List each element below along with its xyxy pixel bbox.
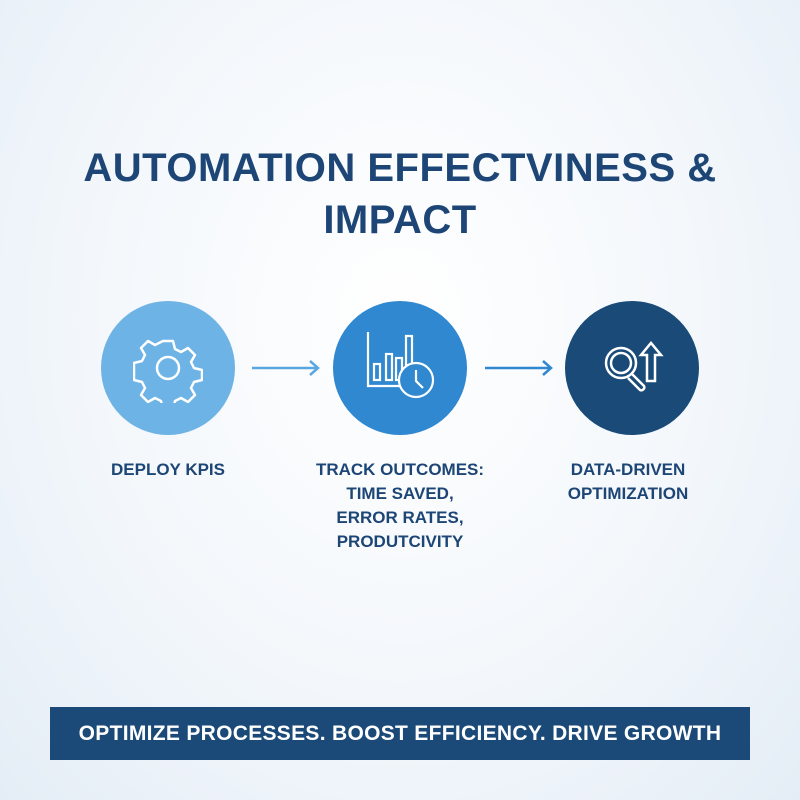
step-2-label-line: PRODUTCIVITY xyxy=(336,532,464,551)
page-title: AUTOMATION EFFECTVINESS & IMPACT xyxy=(0,142,800,246)
chart-clock-icon xyxy=(366,332,435,399)
step-3-label: DATA-DRIVEN OPTIMIZATION xyxy=(518,458,738,506)
magnifier-arrow-up-icon xyxy=(604,341,664,392)
step-1-label-line: DEPLOY KPIS xyxy=(111,460,225,479)
step-2-label: TRACK OUTCOMES: TIME SAVED, ERROR RATES,… xyxy=(290,458,510,554)
step-deploy-circle xyxy=(101,301,235,435)
title-line-1: AUTOMATION EFFECTVINESS & xyxy=(83,146,717,190)
step-3-label-line: DATA-DRIVEN xyxy=(570,460,686,479)
tagline-text: OPTIMIZE PROCESSES. BOOST EFFICIENCY. DR… xyxy=(78,721,722,745)
step-2-label-line: ERROR RATES, xyxy=(336,508,464,527)
step-2-label-line: TRACK OUTCOMES: xyxy=(315,460,485,479)
tagline-banner: OPTIMIZE PROCESSES. BOOST EFFICIENCY. DR… xyxy=(50,707,750,760)
gear-icon xyxy=(133,339,203,403)
step-track-circle xyxy=(333,301,467,435)
step-3-label-line: OPTIMIZATION xyxy=(567,484,689,503)
step-optimize-circle xyxy=(565,301,699,435)
step-2-label-line: TIME SAVED, xyxy=(346,484,454,503)
arrow-right-icon xyxy=(252,360,320,376)
step-1-label: DEPLOY KPIS xyxy=(58,458,278,482)
arrow-right-icon xyxy=(485,360,553,376)
title-line-2: IMPACT xyxy=(323,198,477,242)
